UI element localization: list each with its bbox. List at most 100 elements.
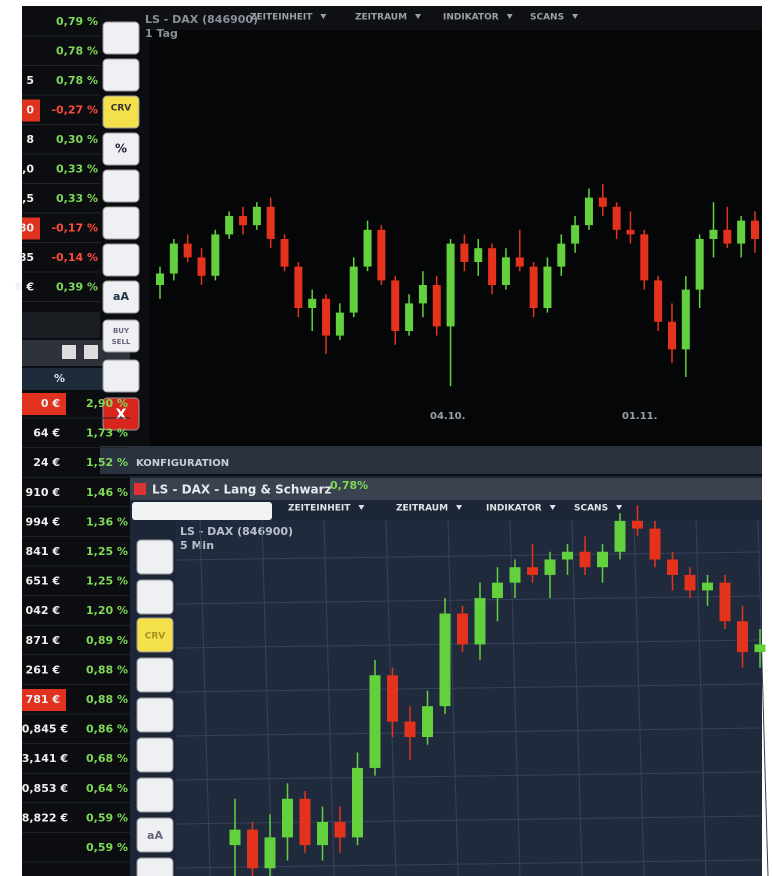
price: 0,845 € xyxy=(22,723,68,736)
candle-body xyxy=(239,216,248,226)
candle-body xyxy=(654,280,663,322)
price: 8 xyxy=(26,133,34,146)
tool-button[interactable] xyxy=(102,280,140,314)
change: 1,25 % xyxy=(86,545,128,558)
change: 2,90 % xyxy=(86,397,128,410)
tool-button[interactable] xyxy=(102,132,140,166)
search-box[interactable] xyxy=(132,502,272,520)
menu-item[interactable]: ZEITRAUM xyxy=(396,504,448,514)
price: 80 xyxy=(19,222,35,235)
config-bar xyxy=(100,446,762,474)
candle-body xyxy=(597,551,608,568)
dropdown-arrow xyxy=(506,14,513,19)
tool-button[interactable] xyxy=(136,617,174,653)
dropdown-arrow xyxy=(320,14,327,19)
menu-item[interactable]: SCANS xyxy=(530,13,564,23)
tool-button[interactable] xyxy=(136,857,174,876)
tool-button[interactable] xyxy=(136,539,174,575)
change: 0,33 % xyxy=(56,163,98,176)
column-header-label: % xyxy=(54,372,65,385)
candle-body xyxy=(352,767,363,838)
tool-label: X xyxy=(116,407,127,423)
menu-item[interactable]: ZEITEINHEIT xyxy=(288,504,351,514)
candle-body xyxy=(474,598,486,645)
candle-body xyxy=(439,613,451,707)
menu-item[interactable]: INDIKATOR xyxy=(443,13,499,23)
price: 261 € xyxy=(26,663,60,676)
period: 1 Tag xyxy=(145,27,178,40)
candle-body xyxy=(737,220,746,244)
candle-body xyxy=(529,266,538,308)
candle-body xyxy=(391,280,400,331)
config-label: KONFIGURATION xyxy=(136,458,229,469)
price: 910 € xyxy=(26,486,60,499)
tool-button[interactable] xyxy=(136,657,174,693)
panel-button[interactable] xyxy=(84,345,98,359)
tool-label: % xyxy=(115,142,127,156)
candle-body xyxy=(432,285,441,327)
menu-item[interactable]: ZEITEINHEIT xyxy=(250,13,313,23)
tool-button[interactable] xyxy=(102,319,140,353)
upper-chart-area xyxy=(150,30,762,450)
tool-button[interactable] xyxy=(136,697,174,733)
change: 0,88 % xyxy=(86,663,128,676)
lower-chart-area xyxy=(176,520,762,876)
candle-body xyxy=(474,248,483,262)
candle-body xyxy=(197,257,206,276)
instrument: LS - DAX (846900) xyxy=(145,13,258,26)
grid-line xyxy=(175,551,763,561)
candle-body xyxy=(183,243,192,258)
menu-item[interactable]: ZEITRAUM xyxy=(355,13,407,23)
change: 0,33 % xyxy=(56,192,98,205)
tool-button[interactable] xyxy=(102,359,140,393)
change: 0,78 % xyxy=(56,74,98,87)
tool-button[interactable] xyxy=(136,737,174,773)
tool-button[interactable] xyxy=(102,206,140,240)
tool-label: aA xyxy=(147,829,163,842)
menu-item[interactable]: INDIKATOR xyxy=(486,504,542,514)
tool-button[interactable] xyxy=(102,243,140,277)
change: 0,88 % xyxy=(86,693,128,706)
panel-button[interactable] xyxy=(62,345,76,359)
tool-button[interactable] xyxy=(102,169,140,203)
change: 0,68 % xyxy=(86,752,128,765)
candle-body xyxy=(579,551,591,568)
candle-body xyxy=(247,829,258,869)
tool-label: SELL xyxy=(112,338,131,346)
change: 0,59 % xyxy=(86,841,128,854)
candle-body xyxy=(667,321,676,350)
price: 85 xyxy=(19,251,34,264)
price: 871 € xyxy=(26,634,60,647)
window-title: LS - DAX - Lang & Schwarz xyxy=(152,483,332,497)
tool-button[interactable] xyxy=(102,397,140,431)
candle-body xyxy=(266,206,275,239)
change: 0,30 % xyxy=(56,133,98,146)
grid-line xyxy=(175,639,763,649)
price: 651 € xyxy=(26,575,60,588)
x-label: 01.11. xyxy=(622,411,657,422)
change: 0,79 % xyxy=(56,15,98,28)
candle-body xyxy=(335,312,344,336)
grid-line xyxy=(571,519,583,876)
menu-item[interactable]: SCANS xyxy=(574,504,608,514)
candle-body xyxy=(557,243,566,267)
tool-button[interactable] xyxy=(102,21,140,55)
tool-button[interactable] xyxy=(136,777,174,813)
tool-button[interactable] xyxy=(102,95,140,129)
candle-body xyxy=(264,837,276,869)
candle-body xyxy=(282,798,293,838)
tool-button[interactable] xyxy=(136,579,174,615)
candle-body xyxy=(418,285,427,304)
tool-button[interactable] xyxy=(136,817,174,853)
dropdown-arrow xyxy=(572,14,579,19)
change: 1,46 % xyxy=(86,486,128,499)
candle-body xyxy=(405,303,414,331)
candle-body xyxy=(211,234,220,276)
period: 5 Min xyxy=(180,539,214,552)
candle-body xyxy=(492,582,503,599)
price-highlight xyxy=(22,99,40,122)
candle-body xyxy=(667,559,678,575)
tool-button[interactable] xyxy=(102,58,140,92)
candle-body xyxy=(488,248,497,285)
